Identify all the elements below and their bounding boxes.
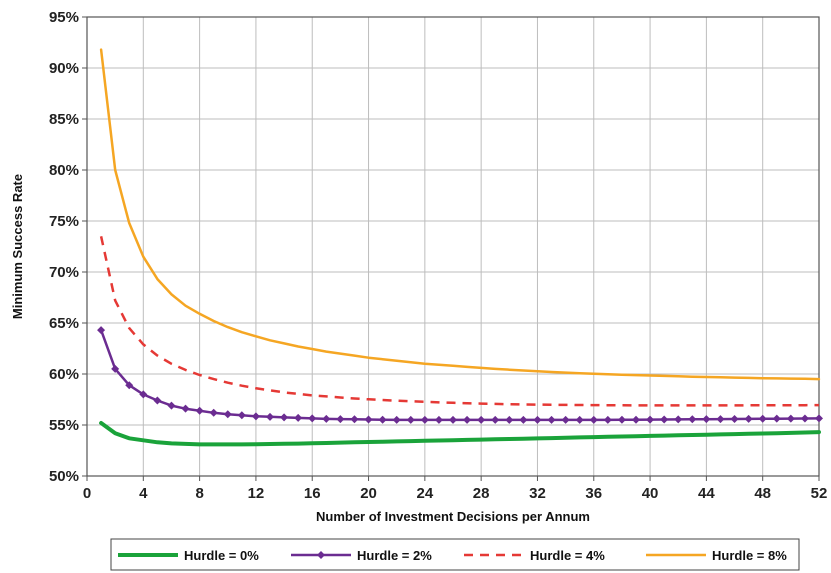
data-point [561,415,570,424]
x-tick-label: 4 [139,485,148,502]
x-tick-label: 48 [754,485,771,502]
data-point [575,415,584,424]
gridlines [86,16,820,477]
data-point [336,415,345,424]
data-point [167,401,176,410]
x-tick-label: 40 [642,485,659,502]
x-tick-label: 36 [585,485,602,502]
legend-marker [317,551,325,559]
series-line [99,421,821,447]
x-axis-ticks: 0 4 8 12 16 20 24 28 32 36 40 44 48 52 [83,476,828,502]
data-point [209,408,218,417]
data-point [547,415,556,424]
data-point [111,364,120,373]
data-point [195,406,204,415]
series-line [99,236,820,407]
data-point [786,414,795,423]
data-series [97,48,823,447]
data-point [364,415,373,424]
legend: Hurdle = 0% Hurdle = 2% Hurdle = 4% Hurdle … [110,538,800,571]
data-point [97,326,106,335]
y-tick-label: 80% [49,162,79,179]
data-point [744,414,753,423]
data-point [181,404,190,413]
data-point [772,414,781,423]
y-tick-label: 95% [49,9,79,26]
data-point [603,415,612,424]
data-point [674,415,683,424]
y-tick-label: 50% [49,468,79,485]
plot-area-frame [86,16,820,477]
data-point [237,411,246,420]
x-tick-label: 0 [83,485,91,502]
x-tick-label: 44 [698,485,715,502]
y-axis-ticks: 50% 55% 60% 65% 70% 75% 80% 85% 90% 95% [49,9,87,485]
y-tick-label: 60% [49,366,79,383]
data-point [434,415,443,424]
data-point [477,415,486,424]
legend-label: Hurdle = 0% [184,548,259,563]
y-tick-label: 90% [49,60,79,77]
data-point [153,396,162,405]
data-point [815,414,823,423]
data-point [730,414,739,423]
data-point [280,413,289,422]
x-tick-label: 52 [811,485,828,502]
data-point [632,415,640,424]
data-point [139,390,148,399]
data-point [350,415,359,424]
data-point [449,415,457,424]
data-point [533,415,542,424]
data-point [800,414,809,423]
data-point [322,414,331,423]
y-tick-label: 55% [49,417,79,434]
data-point [646,415,655,424]
data-point [125,381,134,390]
data-point [617,415,626,424]
legend-label: Hurdle = 4% [530,548,605,563]
x-tick-label: 32 [529,485,546,502]
data-point [463,415,472,424]
y-axis-title: Minimum Success Rate [10,174,25,319]
data-point [378,415,387,424]
data-point [702,415,711,424]
x-tick-label: 12 [248,485,265,502]
x-tick-label: 8 [195,485,203,502]
data-point [589,415,598,424]
y-tick-label: 75% [49,213,79,230]
y-tick-label: 85% [49,111,79,128]
data-point [688,415,697,424]
data-point [420,415,429,424]
data-point [392,415,401,424]
data-point [266,412,274,421]
x-axis-title: Number of Investment Decisions per Annum [316,509,590,524]
data-point [223,410,232,419]
series-line [99,48,821,381]
series-line [99,328,821,422]
data-point [519,415,528,424]
x-tick-label: 28 [473,485,490,502]
data-point [406,415,415,424]
data-point [716,415,725,424]
y-tick-label: 70% [49,264,79,281]
y-tick-label: 65% [49,315,79,332]
legend-label: Hurdle = 2% [357,548,432,563]
x-tick-label: 16 [304,485,321,502]
data-point [294,413,303,422]
data-point [308,414,317,423]
x-tick-label: 24 [417,485,434,502]
data-point [491,415,500,424]
data-point [251,412,260,421]
data-point [758,414,767,423]
data-point [505,415,514,424]
data-point [660,415,669,424]
legend-label: Hurdle = 8% [712,548,787,563]
x-tick-label: 20 [360,485,377,502]
